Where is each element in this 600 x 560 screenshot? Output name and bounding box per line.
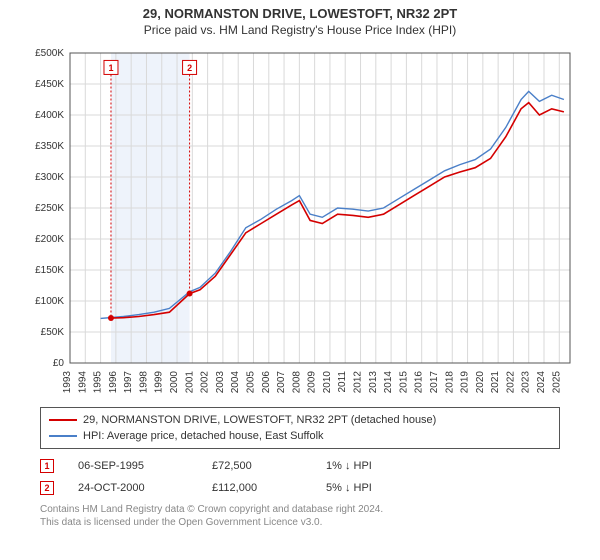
legend-box: 29, NORMANSTON DRIVE, LOWESTOFT, NR32 2P… — [40, 407, 560, 449]
svg-text:2018: 2018 — [444, 371, 455, 394]
svg-text:£450K: £450K — [35, 79, 64, 90]
marker-table: 1 06-SEP-1995 £72,500 1% ↓ HPI 2 24-OCT-… — [40, 455, 560, 499]
legend-item: 29, NORMANSTON DRIVE, LOWESTOFT, NR32 2P… — [49, 412, 551, 428]
svg-text:1994: 1994 — [77, 371, 88, 394]
chart-title-block: 29, NORMANSTON DRIVE, LOWESTOFT, NR32 2P… — [0, 0, 600, 39]
svg-text:2008: 2008 — [291, 371, 302, 394]
marker-price: £72,500 — [212, 460, 302, 472]
svg-text:2013: 2013 — [368, 371, 379, 394]
marker-box: 2 — [40, 481, 54, 495]
marker-row: 2 24-OCT-2000 £112,000 5% ↓ HPI — [40, 477, 560, 499]
marker-id: 2 — [44, 483, 49, 493]
svg-text:£400K: £400K — [35, 110, 64, 121]
marker-date: 24-OCT-2000 — [78, 482, 188, 494]
legend-label: 29, NORMANSTON DRIVE, LOWESTOFT, NR32 2P… — [83, 414, 436, 426]
marker-pct: 5% ↓ HPI — [326, 482, 426, 494]
svg-text:2005: 2005 — [245, 371, 256, 394]
svg-text:£250K: £250K — [35, 203, 64, 214]
chart-svg: £0 £50K £100K £150K £200K £250K £300K £350K £400… — [20, 43, 580, 403]
marker-pct: 1% ↓ HPI — [326, 460, 426, 472]
svg-text:2003: 2003 — [215, 371, 226, 394]
chart-area: £0 £50K £100K £150K £200K £250K £300K £350K £400… — [20, 43, 580, 403]
svg-text:1996: 1996 — [108, 371, 119, 394]
marker-id: 1 — [44, 461, 49, 471]
svg-text:1993: 1993 — [62, 371, 73, 394]
svg-text:2004: 2004 — [230, 371, 241, 394]
svg-text:2025: 2025 — [551, 371, 562, 394]
svg-text:2014: 2014 — [383, 371, 394, 394]
title-line2: Price paid vs. HM Land Registry's House … — [0, 23, 600, 37]
svg-text:2000: 2000 — [169, 371, 180, 394]
svg-text:2001: 2001 — [184, 371, 195, 394]
svg-text:2019: 2019 — [460, 371, 471, 394]
svg-text:2007: 2007 — [276, 371, 287, 394]
svg-text:1998: 1998 — [138, 371, 149, 394]
legend-swatch — [49, 419, 77, 421]
svg-text:2015: 2015 — [398, 371, 409, 394]
svg-text:£500K: £500K — [35, 48, 64, 59]
svg-text:2012: 2012 — [353, 371, 364, 394]
svg-text:2002: 2002 — [200, 371, 211, 394]
svg-text:1997: 1997 — [123, 371, 134, 394]
svg-text:2022: 2022 — [505, 371, 516, 394]
svg-text:2006: 2006 — [261, 371, 272, 394]
marker-box: 1 — [40, 459, 54, 473]
svg-text:£100K: £100K — [35, 296, 64, 307]
svg-text:2017: 2017 — [429, 371, 440, 394]
svg-text:£150K: £150K — [35, 265, 64, 276]
footer-attribution: Contains HM Land Registry data © Crown c… — [40, 503, 560, 529]
svg-text:2023: 2023 — [521, 371, 532, 394]
svg-text:1999: 1999 — [154, 371, 165, 394]
svg-text:2021: 2021 — [490, 371, 501, 394]
svg-text:2024: 2024 — [536, 371, 547, 394]
svg-text:£200K: £200K — [35, 234, 64, 245]
legend-item: HPI: Average price, detached house, East… — [49, 428, 551, 444]
svg-text:£350K: £350K — [35, 141, 64, 152]
svg-text:2016: 2016 — [414, 371, 425, 394]
svg-text:£0: £0 — [53, 358, 65, 369]
svg-text:1: 1 — [108, 63, 113, 73]
legend-swatch — [49, 435, 77, 437]
footer-line2: This data is licensed under the Open Gov… — [40, 516, 560, 529]
svg-text:2009: 2009 — [307, 371, 318, 394]
legend-label: HPI: Average price, detached house, East… — [83, 430, 324, 442]
title-line1: 29, NORMANSTON DRIVE, LOWESTOFT, NR32 2P… — [0, 6, 600, 21]
svg-text:2: 2 — [187, 63, 192, 73]
footer-line1: Contains HM Land Registry data © Crown c… — [40, 503, 560, 516]
svg-text:1995: 1995 — [93, 371, 104, 394]
marker-price: £112,000 — [212, 482, 302, 494]
svg-text:2020: 2020 — [475, 371, 486, 394]
svg-text:2011: 2011 — [337, 371, 348, 393]
svg-text:£50K: £50K — [41, 327, 65, 338]
svg-text:2010: 2010 — [322, 371, 333, 394]
marker-date: 06-SEP-1995 — [78, 460, 188, 472]
marker-row: 1 06-SEP-1995 £72,500 1% ↓ HPI — [40, 455, 560, 477]
svg-text:£300K: £300K — [35, 172, 64, 183]
